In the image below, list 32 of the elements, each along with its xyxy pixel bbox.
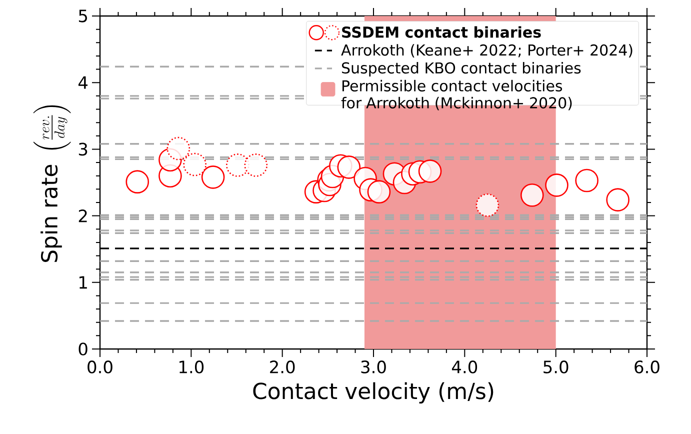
x-tick-label: 1.0 [180,360,204,374]
point [418,160,442,183]
point [201,166,225,189]
x-tick-label: 2.0 [270,360,295,374]
band-label: Permissible contact velocities for Arrokoth (Mckinnon+ 2020) [341,80,572,110]
point [575,168,598,192]
legend-label: SSDEM contact binaries [342,26,541,38]
y-axis-title: $\text{Spin rate } \left(\frac{rev.}{day}\right)$ [33,105,71,262]
point [244,154,268,177]
x-tick-label: 3.0 [361,360,386,374]
y-tick-label: 1 [80,276,87,289]
point [126,170,150,194]
x-tick-label: 4.0 [452,360,478,374]
y-tick-label: 3 [78,142,88,156]
x-tick-label: 5.0 [544,360,568,374]
point [166,136,190,160]
ref-line-label: Suspected KBO contact binaries [342,62,581,77]
y-tick-label: 0 [78,342,88,356]
y-tick-label: 5 [78,10,87,22]
legend-label: Arrokoth (Keane+ 2022; Porter+ 2024) [341,44,632,58]
point [545,174,568,197]
x-axis-title: Contact velocity (m/s) [253,382,494,404]
y-tick-label: 4 [78,76,88,89]
point [367,180,391,204]
point [476,193,500,217]
point [337,156,361,179]
y-tick-label: 2 [78,209,87,222]
point [183,152,206,176]
point [606,188,630,212]
point [520,184,544,207]
x-tick-label: 0.0 [88,360,112,374]
x-tick-label: 6.0 [634,360,660,374]
